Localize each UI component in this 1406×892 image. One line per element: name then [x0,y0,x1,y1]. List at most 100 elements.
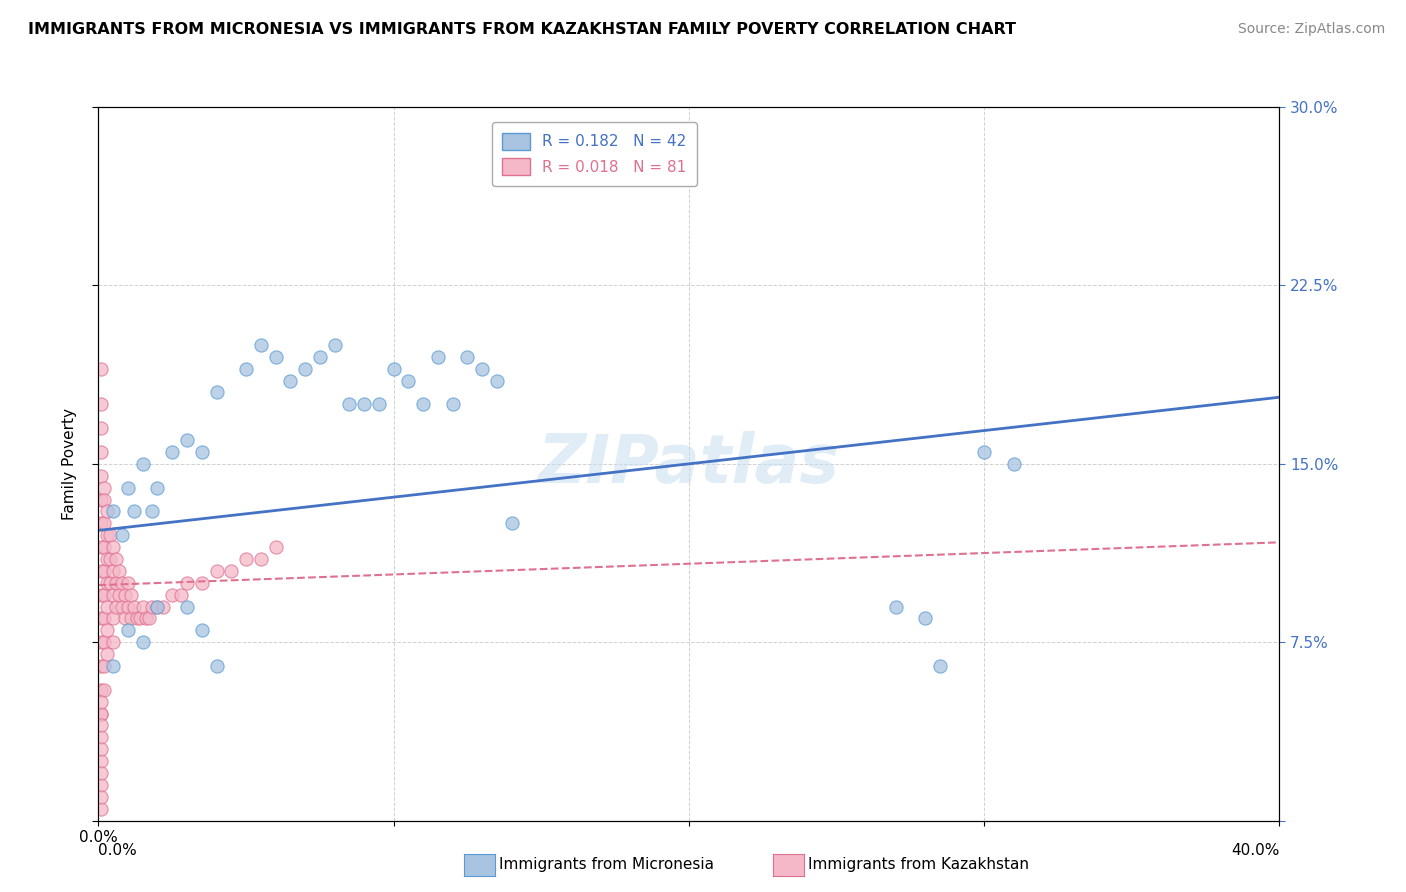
Point [90,682,112,697]
Point [103,564,125,578]
Point [96,575,118,590]
Point [90,802,112,816]
Point [90,361,112,376]
Point [235,552,257,566]
Point [105,552,128,566]
Point [162,588,183,602]
Point [90,731,112,745]
Point [132,599,155,614]
Point [98,552,121,566]
Point [90,445,112,459]
Point [111,528,134,542]
Point [103,540,125,554]
Point [427,350,450,364]
Point [138,611,160,625]
Point [170,588,193,602]
Point [323,338,346,352]
Y-axis label: Family Poverty: Family Poverty [62,408,77,520]
Point [96,599,118,614]
Point [278,374,302,388]
Point [128,611,150,625]
Point [105,599,128,614]
Point [96,552,118,566]
Point [141,599,163,614]
Point [250,552,273,566]
Point [90,635,112,649]
Point [120,611,142,625]
Point [176,599,198,614]
Text: 0.0%: 0.0% [98,843,138,858]
Point [90,789,112,804]
Point [132,635,155,649]
Point [96,504,118,518]
Point [90,695,112,709]
Point [294,361,316,376]
Point [117,575,139,590]
Legend: R = 0.182   N = 42, R = 0.018   N = 81: R = 0.182 N = 42, R = 0.018 N = 81 [492,122,697,186]
Point [205,385,228,400]
Point [117,481,139,495]
Point [135,611,157,625]
Text: Immigrants from Micronesia: Immigrants from Micronesia [499,857,714,871]
Point [146,599,169,614]
Point [501,516,523,531]
Point [353,397,375,411]
Point [125,611,148,625]
Point [90,564,112,578]
Point [93,564,115,578]
Point [471,361,494,376]
Point [105,575,128,590]
Point [146,481,169,495]
Point [93,492,115,507]
Point [98,575,121,590]
Point [441,397,464,411]
Point [152,599,174,614]
Point [205,659,228,673]
Point [412,397,434,411]
Point [117,599,139,614]
Point [368,397,391,411]
Point [90,397,112,411]
Point [90,492,112,507]
Point [96,624,118,638]
Point [93,481,115,495]
Point [93,540,115,554]
Point [90,766,112,780]
Point [96,647,118,661]
Point [93,611,115,625]
Point [456,350,478,364]
Point [90,718,112,732]
Point [103,635,125,649]
Point [120,588,142,602]
Point [93,682,115,697]
Point [205,564,228,578]
Text: 40.0%: 40.0% [1232,843,1279,858]
Point [90,706,112,721]
Point [93,635,115,649]
Point [114,611,136,625]
Point [103,611,125,625]
Point [93,588,115,602]
Point [176,575,198,590]
Point [162,445,183,459]
Point [191,445,214,459]
Point [191,575,214,590]
Point [90,754,112,768]
Point [264,350,287,364]
Point [108,588,131,602]
Point [146,599,169,614]
Point [191,624,214,638]
Point [486,374,509,388]
Point [1002,457,1025,471]
Point [309,350,332,364]
Point [235,361,257,376]
Point [90,706,112,721]
Point [122,504,145,518]
Point [141,504,163,518]
Point [176,433,198,447]
Point [90,778,112,792]
Point [90,421,112,435]
Point [111,599,134,614]
Point [90,588,112,602]
Point [122,599,145,614]
